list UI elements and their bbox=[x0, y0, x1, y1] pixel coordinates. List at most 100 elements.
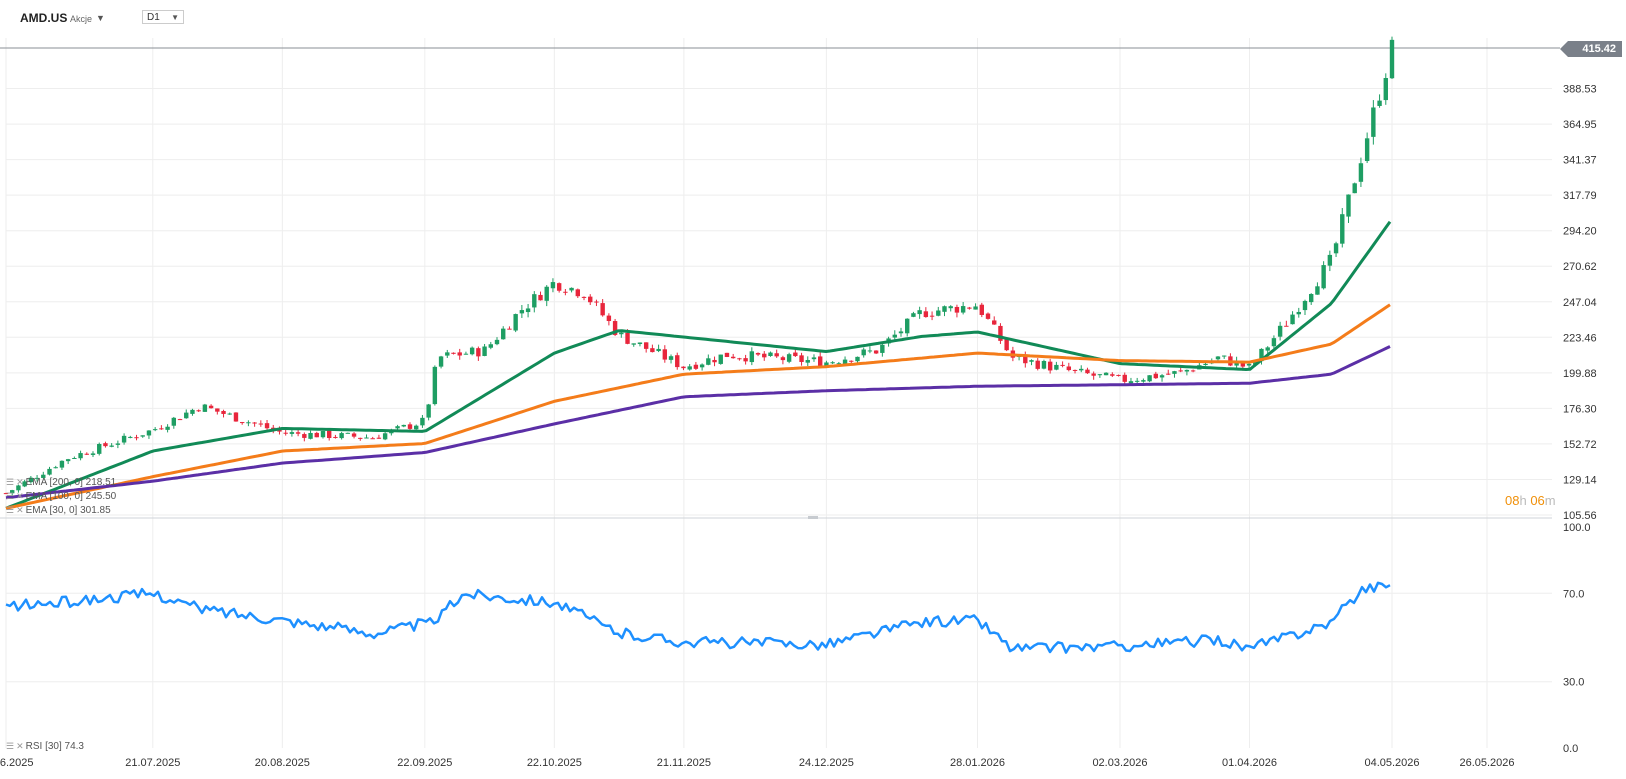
candle-body bbox=[1166, 373, 1171, 375]
symbol-label[interactable]: AMD.US bbox=[20, 11, 68, 25]
candle-body bbox=[482, 346, 487, 356]
price-axis-label: 105.56 bbox=[1563, 510, 1597, 522]
candle-body bbox=[650, 348, 655, 353]
candle-body bbox=[1134, 380, 1140, 382]
close-icon[interactable]: ✕ bbox=[16, 741, 24, 751]
symbol-dropdown-icon[interactable]: ▼ bbox=[96, 13, 105, 23]
candle-body bbox=[1265, 347, 1270, 351]
candle-body bbox=[128, 436, 133, 438]
candle-body bbox=[345, 432, 351, 434]
candle-body bbox=[693, 364, 699, 369]
candle-body bbox=[687, 366, 692, 370]
candle-body bbox=[1246, 363, 1252, 366]
close-icon[interactable]: ✕ bbox=[16, 477, 24, 487]
date-axis-label: 22.09.2025 bbox=[397, 757, 452, 769]
candle-body bbox=[488, 344, 493, 348]
candle-body bbox=[998, 325, 1003, 341]
candle-body bbox=[97, 443, 102, 454]
candle-body bbox=[1184, 369, 1190, 372]
candle-body bbox=[339, 433, 344, 439]
date-axis-label: 04.05.2026 bbox=[1364, 757, 1419, 769]
candle-body bbox=[72, 457, 77, 459]
candle-body bbox=[849, 360, 854, 362]
chevron-down-icon: ▼ bbox=[171, 13, 179, 22]
candle-body bbox=[556, 283, 562, 291]
candle-body bbox=[830, 362, 835, 364]
legend-ema30[interactable]: ☰ ✕ EMA [30, 0] 301.85 bbox=[6, 505, 111, 516]
settings-icon[interactable]: ☰ bbox=[6, 505, 15, 515]
candle-body bbox=[115, 443, 121, 445]
settings-icon[interactable]: ☰ bbox=[6, 477, 15, 487]
price-axis-label: 364.95 bbox=[1563, 119, 1597, 131]
candle-body bbox=[370, 438, 375, 440]
candle-body bbox=[358, 437, 363, 439]
candle-body bbox=[84, 453, 89, 455]
candle-body bbox=[1190, 370, 1196, 372]
candle-body bbox=[1358, 163, 1364, 182]
candle-body bbox=[1271, 338, 1277, 347]
candle-body bbox=[159, 428, 164, 430]
candle-body bbox=[805, 360, 810, 363]
candle-body bbox=[59, 460, 65, 468]
candle-body bbox=[1327, 254, 1333, 266]
rsi-axis-label: 100.0 bbox=[1563, 522, 1591, 534]
candle-body bbox=[407, 424, 413, 429]
candle-body bbox=[1128, 381, 1134, 384]
candle-body bbox=[1110, 374, 1115, 376]
candle-body bbox=[836, 363, 842, 365]
candle-body bbox=[743, 358, 748, 362]
candle-body bbox=[1240, 362, 1246, 367]
candle-body bbox=[1047, 361, 1053, 371]
candle-body bbox=[90, 453, 96, 455]
close-icon[interactable]: ✕ bbox=[16, 505, 24, 515]
candle-body bbox=[41, 474, 46, 478]
candle-body bbox=[351, 433, 357, 437]
candle-body bbox=[1321, 265, 1326, 289]
legend-rsi[interactable]: ☰ ✕ RSI [30] 74.3 bbox=[6, 741, 84, 752]
candle-body bbox=[525, 308, 531, 313]
candle-body bbox=[712, 359, 717, 363]
candle-body bbox=[1172, 371, 1177, 374]
candle-body bbox=[911, 313, 916, 317]
candle-body bbox=[401, 424, 406, 427]
date-axis-label: 21.11.2025 bbox=[657, 757, 711, 769]
candle-body bbox=[463, 353, 469, 355]
candle-body bbox=[1221, 355, 1227, 357]
candle-body bbox=[824, 362, 829, 367]
candle-body bbox=[165, 426, 170, 430]
candle-body bbox=[718, 354, 723, 364]
candle-body bbox=[936, 310, 941, 316]
candle-body bbox=[563, 291, 568, 293]
candle-body bbox=[376, 437, 382, 439]
candle-body bbox=[3, 493, 9, 495]
legend-ema100[interactable]: ☰ ✕ EMA [100, 0] 245.50 bbox=[6, 491, 116, 502]
candle-body bbox=[215, 408, 220, 412]
candle-body bbox=[1352, 183, 1357, 194]
candle-body bbox=[1178, 370, 1183, 372]
candle-body bbox=[208, 405, 214, 409]
candle-body bbox=[10, 490, 15, 494]
rsi-axis-label: 0.0 bbox=[1563, 743, 1578, 755]
candle-body bbox=[320, 431, 326, 438]
candle-body bbox=[538, 294, 543, 301]
candle-body bbox=[1333, 243, 1339, 254]
candle-body bbox=[724, 352, 730, 357]
settings-icon[interactable]: ☰ bbox=[6, 491, 15, 501]
candle-body bbox=[34, 477, 40, 479]
candle-body bbox=[1004, 339, 1009, 351]
pane-resize-handle[interactable] bbox=[808, 516, 818, 519]
candle-body bbox=[898, 331, 904, 334]
timeframe-select[interactable]: D1 ▼ bbox=[142, 10, 184, 24]
candle-body bbox=[780, 357, 786, 361]
candle-body bbox=[1023, 354, 1028, 364]
candle-body bbox=[1153, 373, 1159, 379]
legend-ema200[interactable]: ☰ ✕ EMA [200, 0] 218.51 bbox=[6, 477, 116, 488]
candle-body bbox=[103, 443, 108, 447]
close-icon[interactable]: ✕ bbox=[16, 491, 24, 501]
candle-body bbox=[668, 356, 674, 360]
candle-body bbox=[78, 453, 83, 459]
date-axis-label: 21.07.2025 bbox=[125, 757, 180, 769]
candle-body bbox=[1364, 138, 1370, 162]
settings-icon[interactable]: ☰ bbox=[6, 741, 15, 751]
